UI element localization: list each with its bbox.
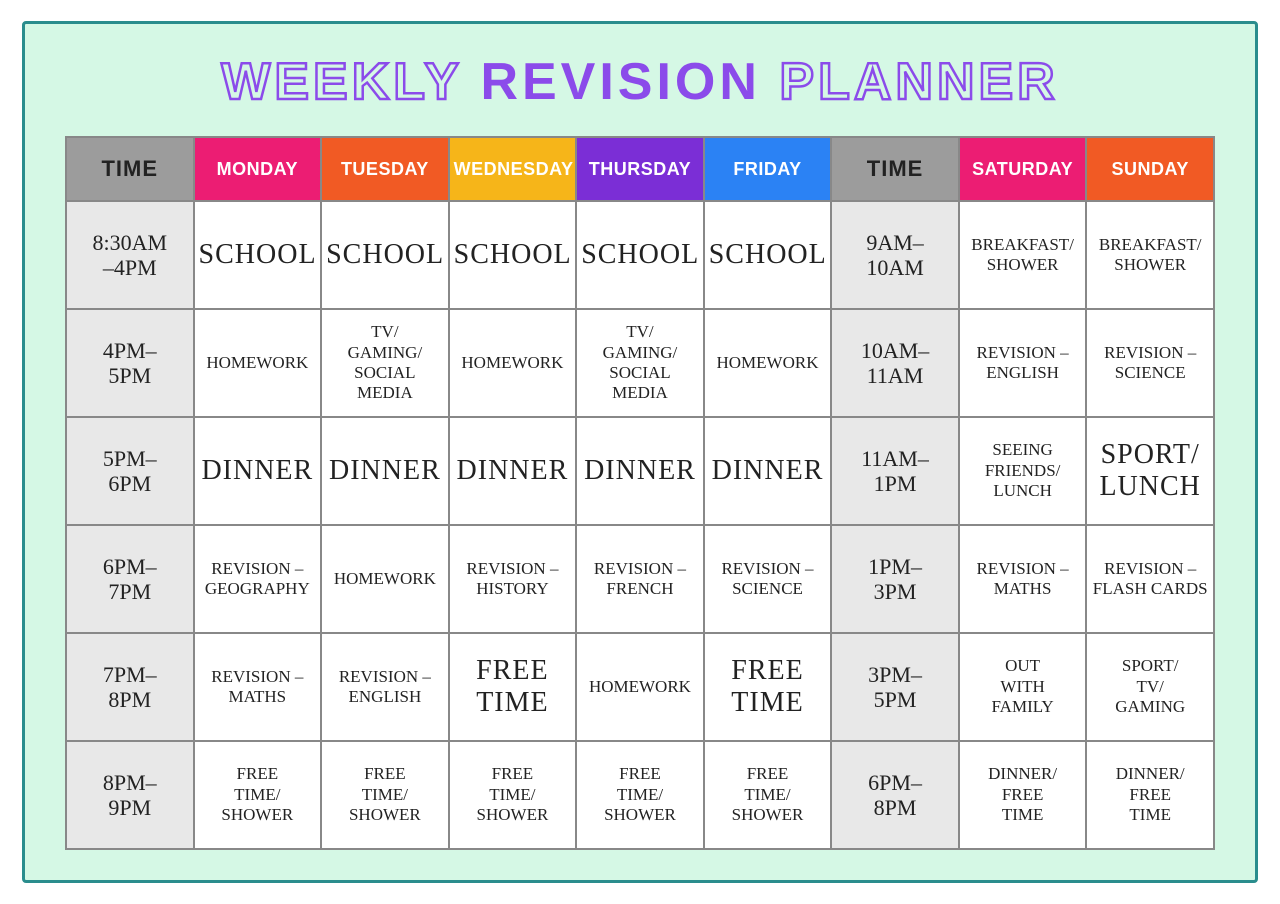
activity-cell: FREETIME/SHOWER — [576, 741, 704, 849]
activity-cell: FREETIME/SHOWER — [321, 741, 449, 849]
activity-cell: DINNER — [704, 417, 832, 525]
activity-cell: TV/GAMING/SOCIALMEDIA — [576, 309, 704, 417]
planner-frame: WEEKLY REVISION PLANNER TIME MONDAY TUES… — [22, 21, 1258, 883]
activity-cell: SCHOOL — [449, 201, 577, 309]
activity-cell: SPORT/TV/GAMING — [1086, 633, 1214, 741]
table-row: 5PM–6PMDINNERDINNERDINNERDINNERDINNER11A… — [66, 417, 1214, 525]
table-row: 8PM–9PMFREETIME/SHOWERFREETIME/SHOWERFRE… — [66, 741, 1214, 849]
activity-cell: SCHOOL — [194, 201, 322, 309]
title-word-1: WEEKLY — [221, 53, 462, 111]
header-tuesday: TUESDAY — [321, 137, 449, 201]
activity-cell: FREETIME/SHOWER — [704, 741, 832, 849]
title-word-3: PLANNER — [779, 53, 1058, 111]
time-cell: 8PM–9PM — [66, 741, 194, 849]
time-cell: 8:30AM–4PM — [66, 201, 194, 309]
time-cell: 9AM–10AM — [831, 201, 959, 309]
table-row: 8:30AM–4PMSCHOOLSCHOOLSCHOOLSCHOOLSCHOOL… — [66, 201, 1214, 309]
activity-cell: DINNER — [576, 417, 704, 525]
activity-cell: HOMEWORK — [576, 633, 704, 741]
time-cell: 5PM–6PM — [66, 417, 194, 525]
activity-cell: REVISION –SCIENCE — [704, 525, 832, 633]
activity-cell: FREETIME/SHOWER — [194, 741, 322, 849]
activity-cell: TV/GAMING/SOCIALMEDIA — [321, 309, 449, 417]
title-word-2: REVISION — [480, 53, 761, 111]
activity-cell: HOMEWORK — [704, 309, 832, 417]
activity-cell: SCHOOL — [576, 201, 704, 309]
time-cell: 3PM–5PM — [831, 633, 959, 741]
activity-cell: REVISION –FRENCH — [576, 525, 704, 633]
activity-cell: OUTWITHFAMILY — [959, 633, 1087, 741]
time-cell: 6PM–8PM — [831, 741, 959, 849]
planner-body: 8:30AM–4PMSCHOOLSCHOOLSCHOOLSCHOOLSCHOOL… — [66, 201, 1214, 849]
header-wednesday: WEDNESDAY — [449, 137, 577, 201]
activity-cell: FREETIME — [704, 633, 832, 741]
activity-cell: HOMEWORK — [449, 309, 577, 417]
header-monday: MONDAY — [194, 137, 322, 201]
header-thursday: THURSDAY — [576, 137, 704, 201]
activity-cell: SPORT/LUNCH — [1086, 417, 1214, 525]
activity-cell: SCHOOL — [321, 201, 449, 309]
activity-cell: FREETIME/SHOWER — [449, 741, 577, 849]
header-time-1: TIME — [66, 137, 194, 201]
activity-cell: BREAKFAST/SHOWER — [959, 201, 1087, 309]
time-cell: 4PM–5PM — [66, 309, 194, 417]
header-sunday: SUNDAY — [1086, 137, 1214, 201]
header-saturday: SATURDAY — [959, 137, 1087, 201]
activity-cell: FREETIME — [449, 633, 577, 741]
activity-cell: DINNER — [449, 417, 577, 525]
activity-cell: SEEINGFRIENDS/LUNCH — [959, 417, 1087, 525]
activity-cell: REVISION –MATHS — [194, 633, 322, 741]
planner-table: TIME MONDAY TUESDAY WEDNESDAY THURSDAY F… — [65, 136, 1215, 850]
activity-cell: DINNER/FREETIME — [959, 741, 1087, 849]
time-cell: 1PM–3PM — [831, 525, 959, 633]
activity-cell: DINNER/FREETIME — [1086, 741, 1214, 849]
activity-cell: REVISION –FLASH CARDS — [1086, 525, 1214, 633]
header-row: TIME MONDAY TUESDAY WEDNESDAY THURSDAY F… — [66, 137, 1214, 201]
activity-cell: BREAKFAST/SHOWER — [1086, 201, 1214, 309]
activity-cell: REVISION –HISTORY — [449, 525, 577, 633]
activity-cell: HOMEWORK — [321, 525, 449, 633]
time-cell: 6PM–7PM — [66, 525, 194, 633]
activity-cell: REVISION –GEOGRAPHY — [194, 525, 322, 633]
time-cell: 11AM–1PM — [831, 417, 959, 525]
table-row: 7PM–8PMREVISION –MATHSREVISION –ENGLISHF… — [66, 633, 1214, 741]
activity-cell: REVISION –MATHS — [959, 525, 1087, 633]
table-row: 6PM–7PMREVISION –GEOGRAPHYHOMEWORKREVISI… — [66, 525, 1214, 633]
header-friday: FRIDAY — [704, 137, 832, 201]
activity-cell: HOMEWORK — [194, 309, 322, 417]
time-cell: 10AM–11AM — [831, 309, 959, 417]
header-time-2: TIME — [831, 137, 959, 201]
activity-cell: REVISION –SCIENCE — [1086, 309, 1214, 417]
activity-cell: SCHOOL — [704, 201, 832, 309]
table-row: 4PM–5PMHOMEWORKTV/GAMING/SOCIALMEDIAHOME… — [66, 309, 1214, 417]
activity-cell: DINNER — [321, 417, 449, 525]
activity-cell: REVISION –ENGLISH — [321, 633, 449, 741]
activity-cell: DINNER — [194, 417, 322, 525]
activity-cell: REVISION –ENGLISH — [959, 309, 1087, 417]
time-cell: 7PM–8PM — [66, 633, 194, 741]
page-title: WEEKLY REVISION PLANNER — [65, 52, 1215, 112]
